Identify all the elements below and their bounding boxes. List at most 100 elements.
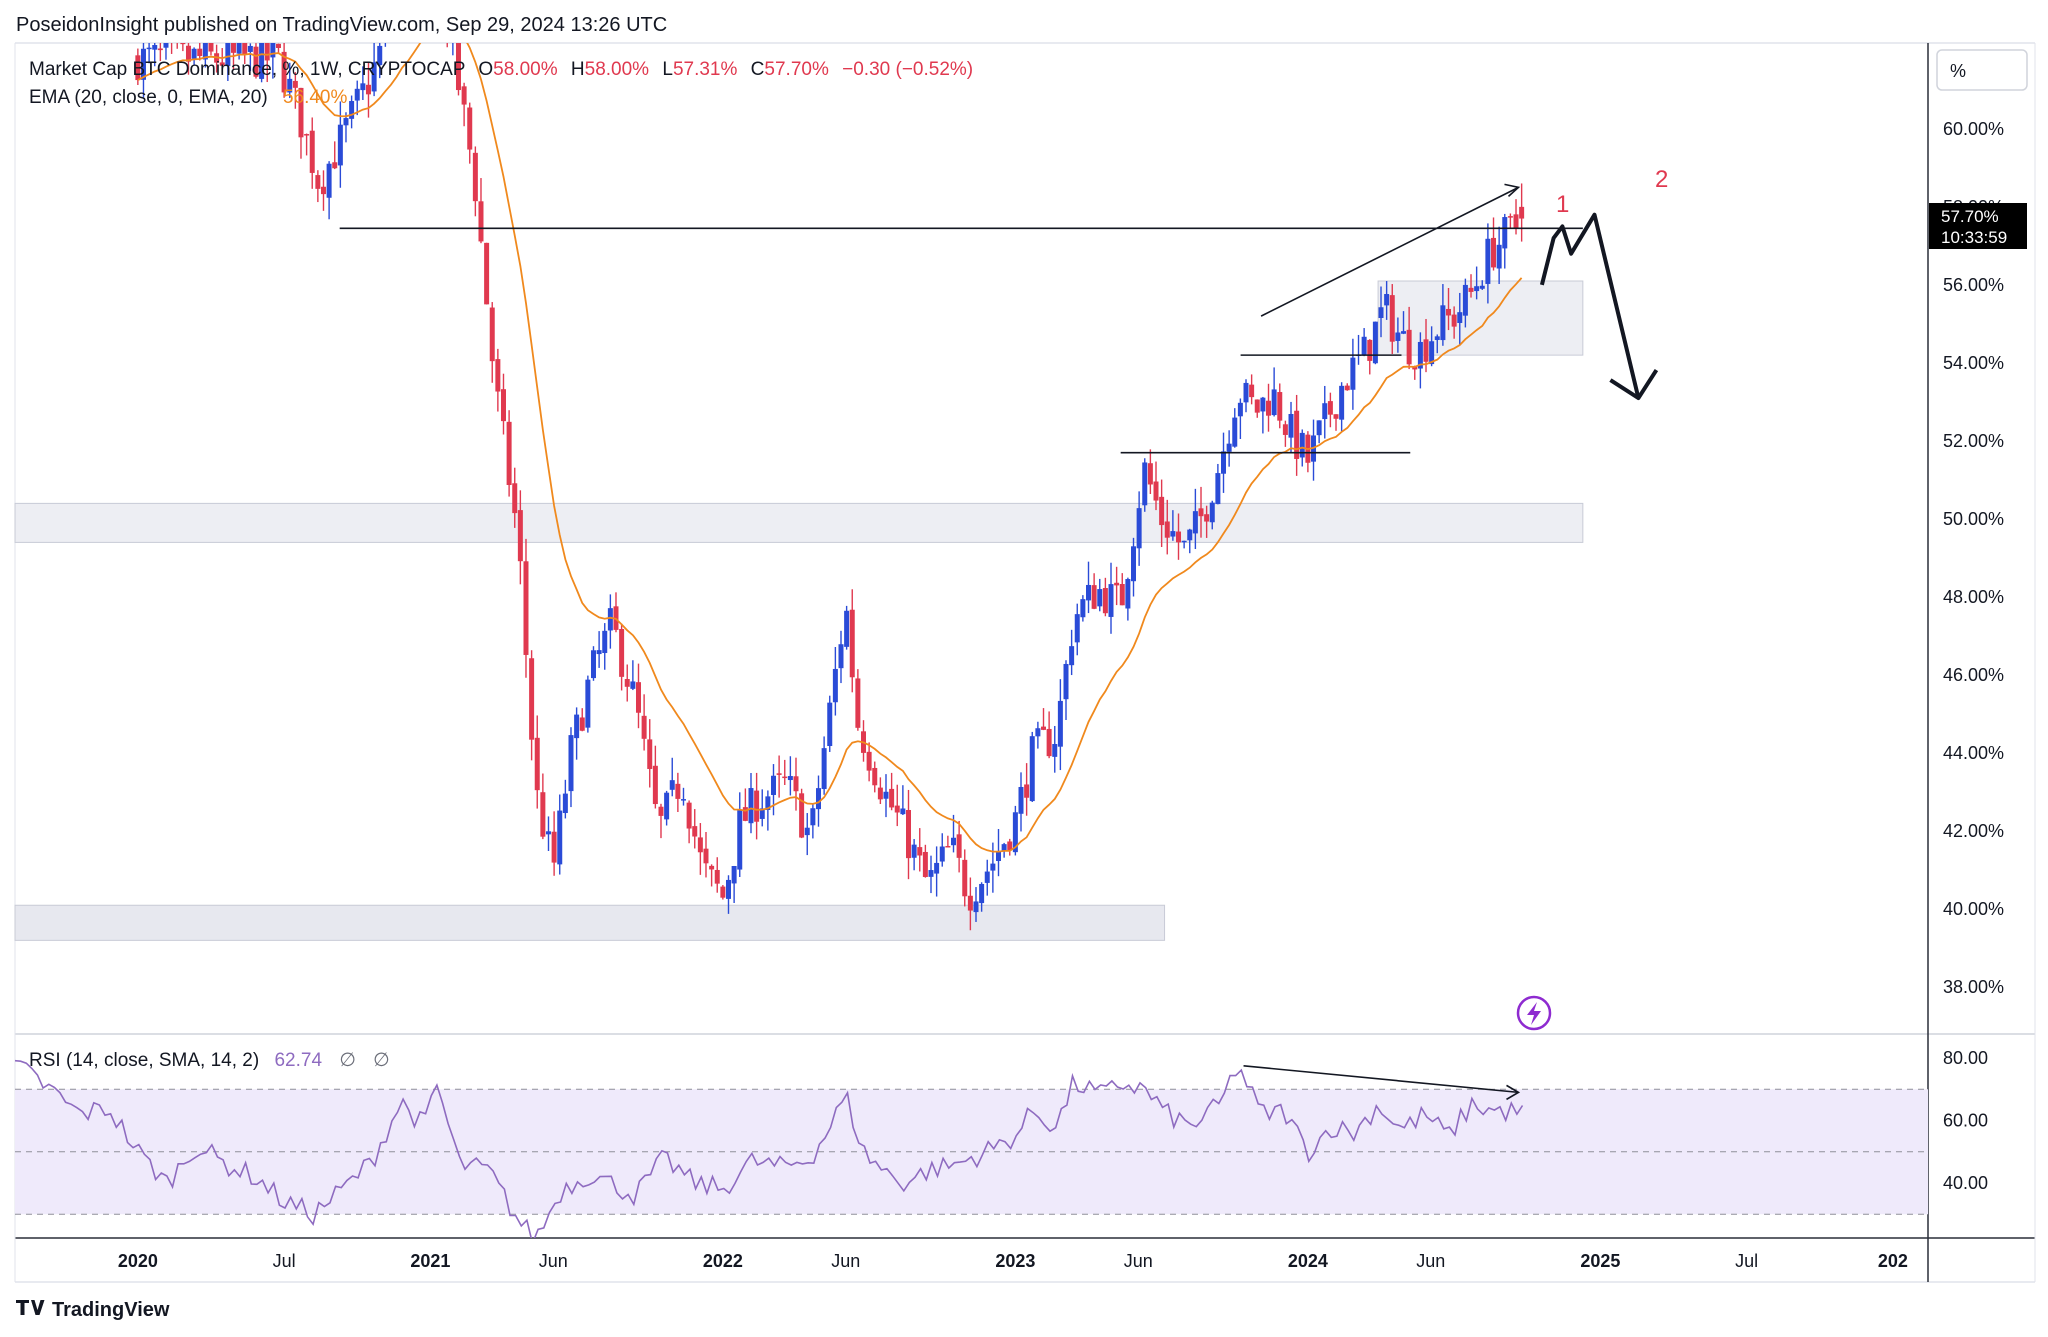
candle-body-64 [495,359,501,392]
candle-130 [866,742,872,782]
candle-body-131 [872,767,878,786]
candle-87 [624,664,630,702]
candle-body-182 [1159,496,1165,526]
trend-arrowhead [1504,183,1521,197]
time-axis-ticks[interactable]: 2020 Jul 2021 Jun 2022 Jun 2023 Jun 2024 Jun 2025 J… [118,1251,1908,1271]
rsi-legend[interactable]: RSI (14, close, SMA, 14, 2) 62.74 ∅ ∅ [29,1050,390,1071]
candle-body-95 [669,780,675,790]
rsi-legend-extra-2: ∅ [373,1050,390,1071]
candle-body-135 [894,805,900,813]
candle-body-180 [1147,463,1153,485]
candle-body-224 [1395,332,1401,341]
candle-body-239 [1479,285,1485,289]
candle-body-139 [917,847,923,856]
candle-body-194 [1226,443,1232,452]
candle-180 [1147,449,1153,494]
candle-body-228 [1417,341,1423,369]
candle-body-26 [281,51,287,93]
candle-body-128 [855,678,861,728]
time-tick-3: Jun [539,1251,568,1271]
ema-legend[interactable]: EMA (20, close, 0, EMA, 20) 56.40% [29,87,347,108]
projection-path[interactable] [1539,212,1641,399]
candle-1 [140,43,146,98]
candle-body-39 [354,88,360,101]
rsi-tick-1: 60.00 [1943,1111,1988,1131]
candle-body-234 [1451,314,1457,327]
candle-body-90 [641,715,647,739]
legend-l-label: L [662,59,673,80]
candle-body-108 [742,807,748,821]
candle-body-124 [832,668,838,703]
candle-20 [247,43,253,72]
candle-body-23 [264,43,270,61]
candle-body-181 [1153,481,1159,501]
candle-body-151 [984,871,990,883]
price-tag-value: 57.70% [1941,207,1999,226]
trend-line-4[interactable] [1260,186,1519,317]
candle-body-140 [922,851,928,877]
candle-40 [360,66,366,101]
candle-body-100 [697,837,703,853]
candle-body-170 [1091,585,1097,609]
candle-15 [219,48,225,72]
candle-body-21 [253,46,259,77]
candle-body-59 [467,107,473,150]
candle-89 [635,663,641,729]
candle-body-79 [579,717,585,731]
candle-94 [664,790,670,826]
candle-body-160 [1035,728,1041,737]
candle-29 [298,87,304,159]
candle-body-78 [574,714,580,739]
main-legend[interactable]: Market Cap BTC Dominance, %, 1W, CRYPTOC… [29,59,973,80]
rsi-line [15,1059,1524,1238]
candle-199 [1254,399,1260,418]
candle-66 [506,410,512,497]
candle-119 [804,813,810,856]
candle-body-207 [1299,432,1305,458]
candle-158 [1024,763,1030,816]
rsi-tick-2: 40.00 [1943,1173,1988,1193]
candle-173 [1108,562,1114,634]
candle-134 [889,772,895,811]
candle-body-11 [197,48,203,57]
candle-body-77 [568,735,574,792]
candle-body-145 [950,837,956,846]
candle-body-61 [478,201,484,242]
candle-body-132 [877,787,883,800]
rsi-divergence-line[interactable] [1243,1065,1519,1094]
rsi-axis-ticks[interactable]: 80.00 60.00 40.00 [1943,1048,1988,1193]
lightning-icon[interactable] [1516,995,1552,1031]
candle-body-42 [371,62,377,92]
candle-body-201 [1266,400,1272,416]
tradingview-logo[interactable]: TradingView [16,1299,170,1321]
candle-body-141 [928,870,934,877]
candle-167 [1074,603,1080,656]
candle-body-216 [1350,357,1356,390]
candle-body-212 [1327,401,1333,415]
candle-132 [877,777,883,805]
candle-131 [872,761,878,793]
candle-body-178 [1136,508,1142,549]
candle-187 [1187,528,1193,554]
candle-8 [180,43,186,52]
scale-mode-button-frame [1936,49,2028,91]
ema-line [137,43,1523,853]
candle-203 [1277,383,1283,429]
candle-body-213 [1333,414,1339,419]
price-tick-8: 44.00% [1943,743,2004,763]
zone-1 [14,502,1584,543]
candle-body-211 [1322,403,1328,420]
candle-body-204 [1282,424,1288,435]
candle-body-73 [545,831,551,835]
candle-11 [197,43,203,61]
candle-body-96 [675,783,681,799]
candle-body-115 [782,776,788,779]
candle-body-158 [1024,784,1030,798]
candle-body-75 [557,810,563,865]
candle-body-126 [844,610,850,647]
candle-104 [720,885,726,900]
scale-mode-button[interactable]: % [1936,49,2028,91]
candle-64 [495,348,501,412]
candle-197 [1243,379,1249,413]
